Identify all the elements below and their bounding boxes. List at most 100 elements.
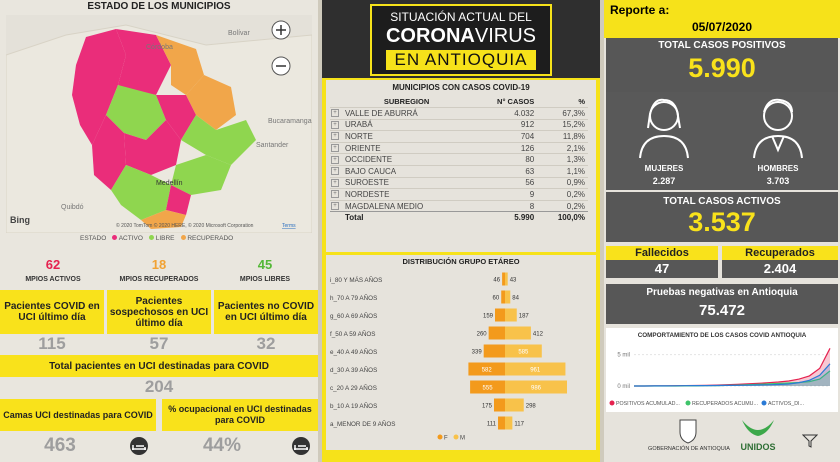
beds-value: 463 [44,435,76,456]
expand-cell [330,212,342,224]
y-tick-label: e_40 A 49 AÑOS [330,347,377,356]
report-bg [604,0,840,38]
legend-label: RECUPERADO [187,235,234,242]
legend-swatch [437,434,443,440]
map-legend: ESTADO ACTIVO LIBRE RECUPERADO [80,235,233,242]
data-label: 582 [482,368,493,374]
table-cell: 9 [529,189,535,199]
table-row: + MAGDALENA MEDIO 8 0,2% [330,200,588,212]
bar [501,290,505,304]
table-cell: SUROESTE [345,178,390,188]
expand-button[interactable]: + [330,177,342,189]
expand-button[interactable]: + [330,200,342,212]
table-cell: 704 [520,131,535,141]
data-label: 961 [530,368,541,374]
stat-value: 18 [151,257,167,272]
map-brand: Bing [10,215,30,225]
region [141,210,186,229]
expand-button[interactable]: + [330,119,342,131]
expand-button[interactable]: + [330,131,342,143]
region [92,115,126,190]
legend-label: ACTIVO [118,235,143,242]
negatives-value: 75.472 [699,302,745,319]
legend-label: F [444,436,448,442]
table-cell: 8 [529,201,535,211]
header-box: SITUACIÓN ACTUAL DEL CORONAVIRUS EN ANTI… [370,4,552,76]
data-label: 111 [487,422,497,428]
bar [488,326,505,340]
expand-button[interactable]: + [330,165,342,177]
y-tick-label: a_MENOR DE 9 AÑOS [330,419,395,428]
header-light: VIRUS [474,25,536,47]
bar [505,326,531,340]
y-tick-label: b_10 A 19 AÑOS [330,401,377,410]
y-tick-label: i_80 Y MÁS AÑOS [330,275,382,284]
middle-panel: SITUACIÓN ACTUAL DEL CORONAVIRUS EN ANTI… [322,0,600,462]
region [106,85,166,140]
table-cell: 80 [525,155,535,165]
data-label: 298 [526,404,537,410]
data-label: 585 [518,350,529,356]
legend-swatch [685,400,691,406]
table-row: + URABÁ 912 15,2% [330,119,588,131]
map-terms[interactable]: Terms [282,223,296,229]
zoom-in-icon [276,25,286,35]
bar [468,362,505,376]
table-cell: 0,2% [566,201,585,211]
table-header-row: SUBREGION N° CASOS% [330,96,588,108]
uci-value: 32 [256,334,276,353]
filter-icon[interactable] [802,434,818,448]
legend-item: ACTIVO [112,235,143,242]
table-row: + NORDESTE 9 0,2% [330,188,588,201]
table-row: + NORTE 704 11,8% [330,130,588,143]
legend-label: ACTIVOS_DI... [768,401,804,407]
active-label: TOTAL CASOS ACTIVOS [663,196,781,207]
bar [505,398,524,412]
legend-swatch [761,400,767,406]
total-uci-label: Total pacientes en UCI destinadas para C… [0,355,318,377]
legend-item: LIBRE [148,235,175,242]
map-label: Bolívar [228,30,250,37]
stat-label: MPIOS ACTIVOS [25,276,81,283]
trend-panel [606,328,838,412]
map-title: ESTADO DE LOS MUNICIPIOS [87,1,231,12]
expand-button[interactable]: + [330,154,342,166]
women-value: 2.287 [652,176,676,186]
table-cell: 126 [520,143,535,153]
table-row: + BAJO CAUCA 63 1,1% [330,165,588,177]
data-label: 175 [482,404,493,410]
expand-button[interactable]: + [330,142,342,154]
expand-button[interactable]: + [330,108,342,120]
unidos-label: UNIDOS [740,442,776,452]
table-cell: NORTE [345,131,373,141]
expand-button[interactable]: + [330,189,342,201]
y-tick-label: d_30 A 39 AÑOS [330,365,377,374]
recovered-label: Recuperados [722,246,838,260]
stat-value: 62 [45,257,61,272]
men-icon [753,98,803,159]
header-bold: CORONA [385,25,475,47]
table-cell: 67,3% [562,108,585,118]
column-header: % [578,97,585,106]
map: Córdoba Bolívar Bucaramanga Santander Qu… [6,15,312,233]
table-cell: 912 [520,120,535,130]
table-cell: 63 [525,166,535,176]
deaths-value: 47 [606,260,718,278]
region [156,35,204,95]
legend-label: RECUPERADOS ACUMU... [692,401,758,407]
table-cell: OCCIDENTE [345,155,393,165]
map-attribution: © 2020 TomTom © 2020 HERE, © 2020 Micros… [116,222,254,229]
table-row: + ORIENTE 126 2,1% [330,142,588,154]
unidos-logo [742,420,774,436]
legend-label: M [460,436,465,442]
bar [495,308,505,322]
uci-value: 115 [38,334,66,353]
subregion-table: SUBREGION N° CASOS% + VALLE DE ABURRÁ 4.032 6… [330,96,588,223]
table-cell: MAGDALENA MEDIO [345,201,424,211]
bar [505,308,517,322]
stat-value: 45 [257,257,273,272]
report-date: 05/07/2020 [691,20,753,34]
beds-value: 44% [202,435,242,456]
map-label: Córdoba [146,44,173,51]
region [181,115,256,165]
